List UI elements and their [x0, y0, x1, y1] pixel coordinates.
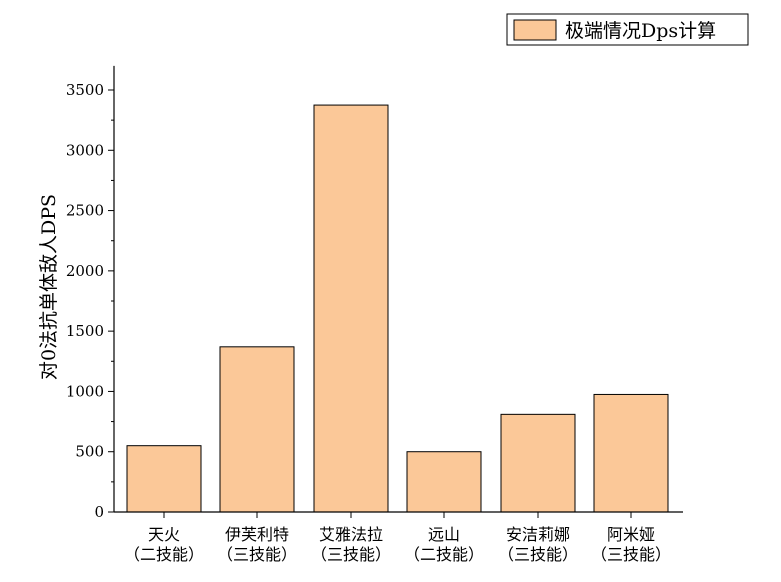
axes-group: [113, 65, 683, 513]
bar-4: [500, 413, 576, 513]
bar-1: [219, 346, 295, 513]
bar-3: [406, 451, 482, 513]
x-tick-label-4-line-1: （三技能）: [498, 545, 578, 564]
y-axis-title: 对0法抗单体敌人DPS: [38, 194, 60, 380]
y-tick-label-2: 1000: [66, 382, 104, 400]
legend-swatch: [513, 19, 557, 41]
legend-label: 极端情况Dps计算: [565, 20, 716, 42]
legend: 极端情况Dps计算: [506, 13, 749, 46]
y-tick-label-4: 2000: [66, 262, 104, 280]
bar-0: [126, 445, 202, 513]
y-tick-label-1: 500: [75, 443, 104, 461]
x-tick-label-1-line-1: （三技能）: [217, 545, 297, 564]
y-tick-label-6: 3000: [66, 141, 104, 159]
x-tick-label-5-line-0: 阿米娅: [607, 525, 655, 544]
y-tick-label-7: 3500: [66, 81, 104, 99]
y-tick-label-0: 0: [94, 503, 104, 521]
x-tick-label-3-line-1: （二技能）: [404, 545, 484, 564]
x-tick-label-4-line-0: 安洁莉娜: [506, 525, 570, 544]
x-tick-label-0-line-1: （二技能）: [124, 545, 204, 564]
x-tick-label-2-line-1: （三技能）: [311, 545, 391, 564]
x-ticks-group: 天火（二技能）伊芙利特（三技能）艾雅法拉（三技能）远山（二技能）安洁莉娜（三技能…: [124, 512, 671, 564]
y-tick-label-3: 1500: [66, 322, 104, 340]
x-tick-label-0-line-0: 天火: [148, 525, 180, 544]
y-ticks-group: 0 500 1000 1500 2000 2500 3000 3500: [66, 81, 114, 521]
x-tick-label-2-line-0: 艾雅法拉: [319, 525, 383, 544]
x-tick-label-5-line-1: （三技能）: [591, 545, 671, 564]
x-tick-label-1-line-0: 伊芙利特: [225, 525, 289, 544]
bar-5: [593, 393, 669, 513]
x-tick-label-3-line-0: 远山: [428, 525, 460, 544]
bars-group: [126, 104, 669, 513]
bar-2: [313, 104, 389, 513]
y-tick-label-5: 2500: [66, 202, 104, 220]
